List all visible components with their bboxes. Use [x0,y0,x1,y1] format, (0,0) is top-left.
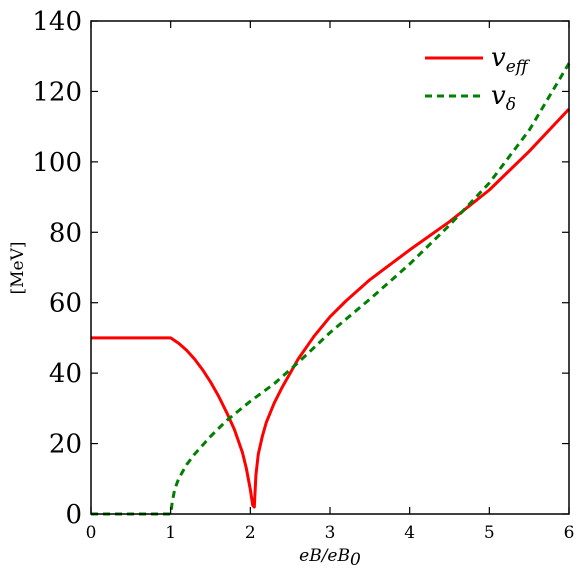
legend-label-subscript-0: eff [506,57,531,77]
x-tick-label-1: 1 [165,523,176,543]
y-tick-label-5: 100 [32,148,82,178]
x-axis-label-main: eB/eB [299,546,350,566]
legend-label-main-1: v [491,81,506,111]
x-tick-label-4: 4 [404,523,415,543]
legend-label-0: veff [491,43,531,77]
x-tick-label-6: 6 [564,523,575,543]
x-tick-label-2: 2 [245,523,256,543]
x-axis-label: eB/eB0 [299,546,361,570]
x-tick-label-0: 0 [86,523,97,543]
y-tick-label-0: 0 [65,500,82,530]
x-tick-label-3: 3 [325,523,336,543]
legend-label-subscript-1: δ [506,95,516,115]
y-tick-label-6: 120 [32,77,82,107]
x-axis-label-subscript: 0 [350,550,361,570]
y-tick-label-3: 60 [49,289,82,319]
y-axis-ticks: 0 20 40 60 80 100 120 140 [32,7,569,530]
series-layer [91,62,571,516]
legend-label-1: vδ [491,81,516,115]
x-axis-ticks: 0 1 2 3 4 5 6 [86,21,575,543]
y-axis-label: [MeV] [8,241,28,294]
plot-area: 0 1 2 3 4 5 6 0 20 40 60 80 100 120 140 [32,7,574,543]
legend-label-main-0: v [491,43,506,73]
series-line-v-eff [91,107,571,509]
series-line-v-delta [91,62,571,516]
y-tick-label-2: 40 [49,359,82,389]
x-tick-label-5: 5 [484,523,495,543]
y-tick-label-7: 140 [32,7,82,37]
y-tick-label-1: 20 [49,430,82,460]
y-tick-label-4: 80 [49,218,82,248]
